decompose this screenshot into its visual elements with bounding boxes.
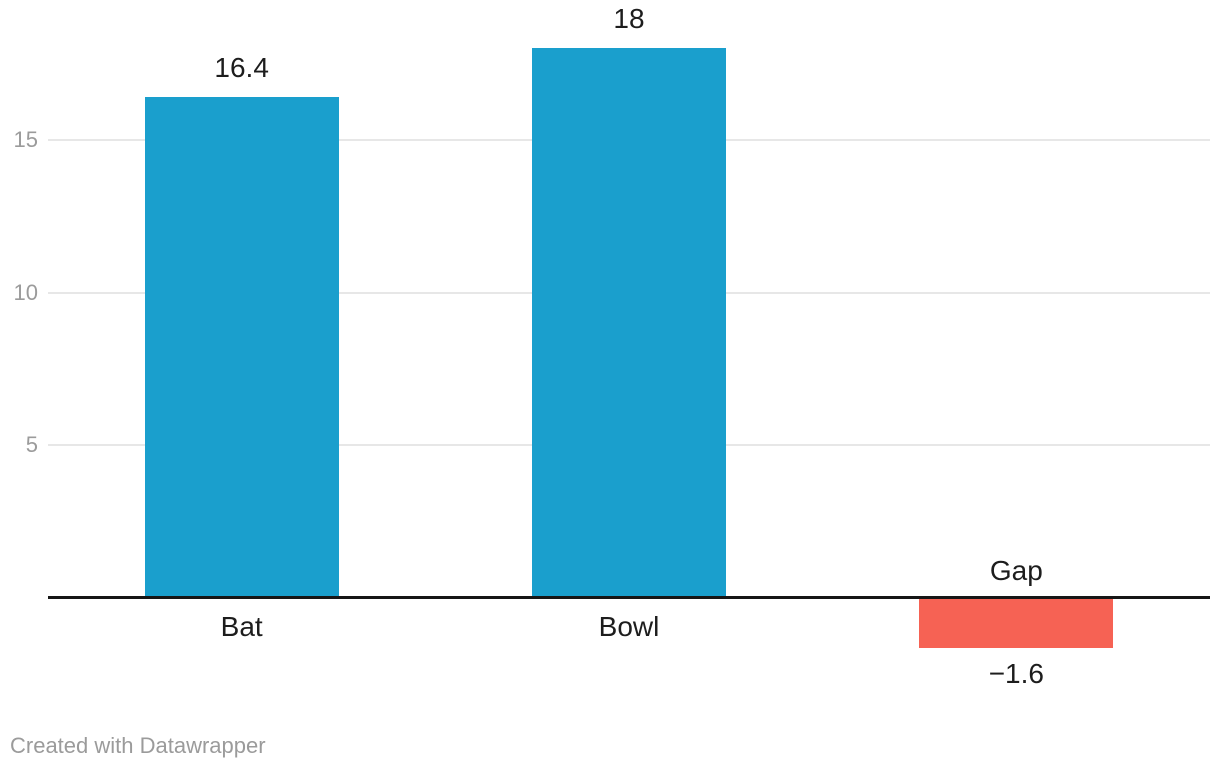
bar-bat[interactable]	[144, 97, 339, 598]
value-label-gap: −1.6	[988, 657, 1044, 689]
value-label-bowl: 18	[613, 3, 645, 35]
datawrapper-attribution-link[interactable]: Created with Datawrapper	[10, 733, 266, 758]
bar-gap[interactable]	[919, 599, 1114, 648]
y-axis-tick-label-15: 15	[13, 127, 38, 152]
bar-bowl[interactable]	[532, 48, 726, 598]
category-label-gap: Gap	[989, 555, 1043, 586]
y-axis-tick-label-5: 5	[25, 432, 38, 458]
y-axis-tick-label-10: 10	[13, 279, 38, 305]
value-label-bat: 16.4	[214, 52, 269, 84]
category-label-bowl: Bowl	[598, 611, 660, 642]
x-axis-baseline	[48, 596, 1210, 599]
category-label-bat: Bat	[220, 611, 263, 642]
